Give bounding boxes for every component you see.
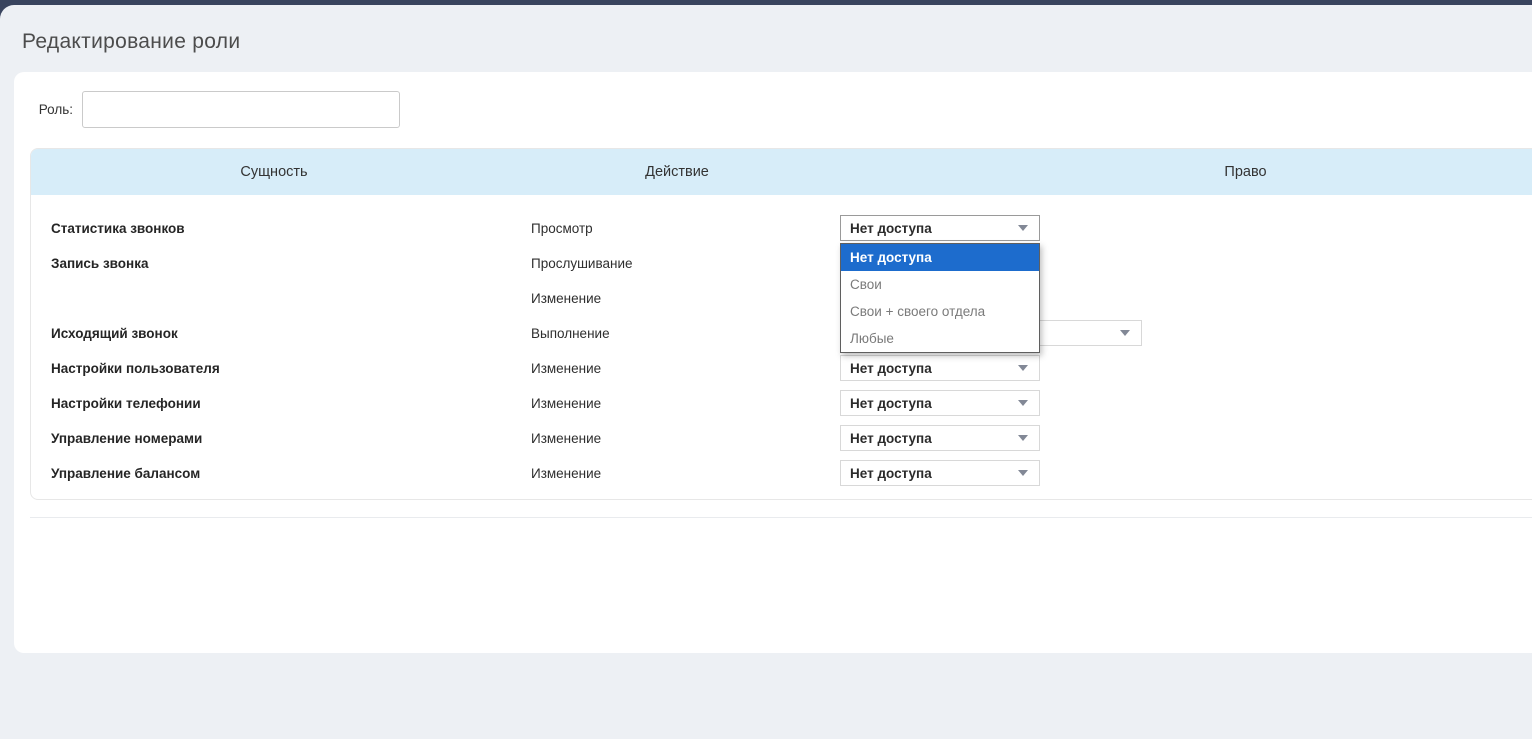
table-row: Исходящий звонок Выполнение (31, 316, 1532, 351)
action-cell: Изменение (531, 466, 602, 481)
right-select-value: Нет доступа (850, 220, 932, 236)
permissions-table: Сущность Действие Право Статистика звонк… (30, 148, 1532, 500)
table-row: Запись звонка Прослушивание (31, 246, 1532, 281)
role-label: Роль: (38, 102, 73, 117)
entity-cell: Настройки телефонии (51, 396, 201, 411)
right-select[interactable]: Нет доступа (840, 425, 1040, 451)
right-cell: Нет доступа Нет доступа Свои Свои + своего … (837, 211, 1532, 353)
dropdown-option[interactable]: Любые (850, 331, 894, 346)
entity-cell: Управление балансом (51, 466, 201, 481)
action-cell: Изменение (531, 361, 602, 376)
right-cell: Нет доступа (837, 351, 1532, 386)
role-input[interactable] (82, 91, 400, 128)
right-cell: Нет доступа (837, 421, 1532, 456)
page-background: Редактирование роли Роль: Сущность Дейст… (0, 5, 1532, 739)
right-select-value: Нет доступа (850, 465, 932, 481)
entity-cell: Статистика звонков (51, 221, 185, 236)
content-card: Роль: Сущность Действие Право Статистика… (14, 72, 1532, 653)
chevron-down-icon (1018, 400, 1028, 406)
table-row: Статистика звонков Просмотр Нет доступа Н… (31, 211, 1532, 353)
table-row: Управление балансом Изменение Нет доступ… (31, 456, 1532, 491)
action-cell: Просмотр (531, 221, 593, 236)
action-cell: Изменение (531, 396, 602, 411)
chevron-down-icon (1018, 365, 1028, 371)
right-select-value: Нет доступа (850, 360, 932, 376)
dropdown-option[interactable]: Свои (850, 277, 882, 292)
entity-cell: Исходящий звонок (51, 326, 178, 341)
role-form-row: Роль: (14, 91, 400, 128)
section-divider (30, 517, 1532, 518)
table-row: Изменение (31, 281, 1532, 316)
table-header-row: Сущность Действие Право (31, 149, 1532, 195)
column-header-right: Право (1224, 164, 1267, 180)
table-row: Настройки пользователя Изменение Нет дос… (31, 351, 1532, 386)
column-header-action: Действие (645, 164, 709, 180)
right-cell: Нет доступа (837, 456, 1532, 491)
right-select[interactable]: Нет доступа (840, 460, 1040, 486)
chevron-down-icon (1120, 330, 1130, 336)
chevron-down-icon (1018, 435, 1028, 441)
page-title: Редактирование роли (22, 30, 241, 53)
right-select[interactable]: Нет доступа (840, 355, 1040, 381)
action-cell: Выполнение (531, 326, 610, 341)
entity-cell: Запись звонка (51, 256, 149, 271)
table-row: Управление номерами Изменение Нет доступ… (31, 421, 1532, 456)
table-row: Настройки телефонии Изменение Нет доступ… (31, 386, 1532, 421)
table-body: Статистика звонков Просмотр Нет доступа Н… (31, 195, 1532, 491)
chevron-down-icon (1018, 470, 1028, 476)
right-select-value: Нет доступа (850, 395, 932, 411)
action-cell: Изменение (531, 291, 602, 306)
right-select-value: Нет доступа (850, 430, 932, 446)
dropdown-option[interactable]: Нет доступа (841, 244, 1039, 271)
column-header-entity: Сущность (240, 164, 308, 180)
chevron-down-icon (1018, 225, 1028, 231)
entity-cell: Настройки пользователя (51, 361, 220, 376)
dropdown-option[interactable]: Свои + своего отдела (850, 304, 986, 319)
right-select-dropdown: Нет доступа Свои Свои + своего отдела Любые (840, 243, 1040, 353)
action-cell: Прослушивание (531, 256, 633, 271)
right-select[interactable]: Нет доступа (840, 215, 1040, 241)
entity-cell: Управление номерами (51, 431, 203, 446)
action-cell: Изменение (531, 431, 602, 446)
right-select[interactable]: Нет доступа (840, 390, 1040, 416)
right-cell: Нет доступа (837, 386, 1532, 421)
